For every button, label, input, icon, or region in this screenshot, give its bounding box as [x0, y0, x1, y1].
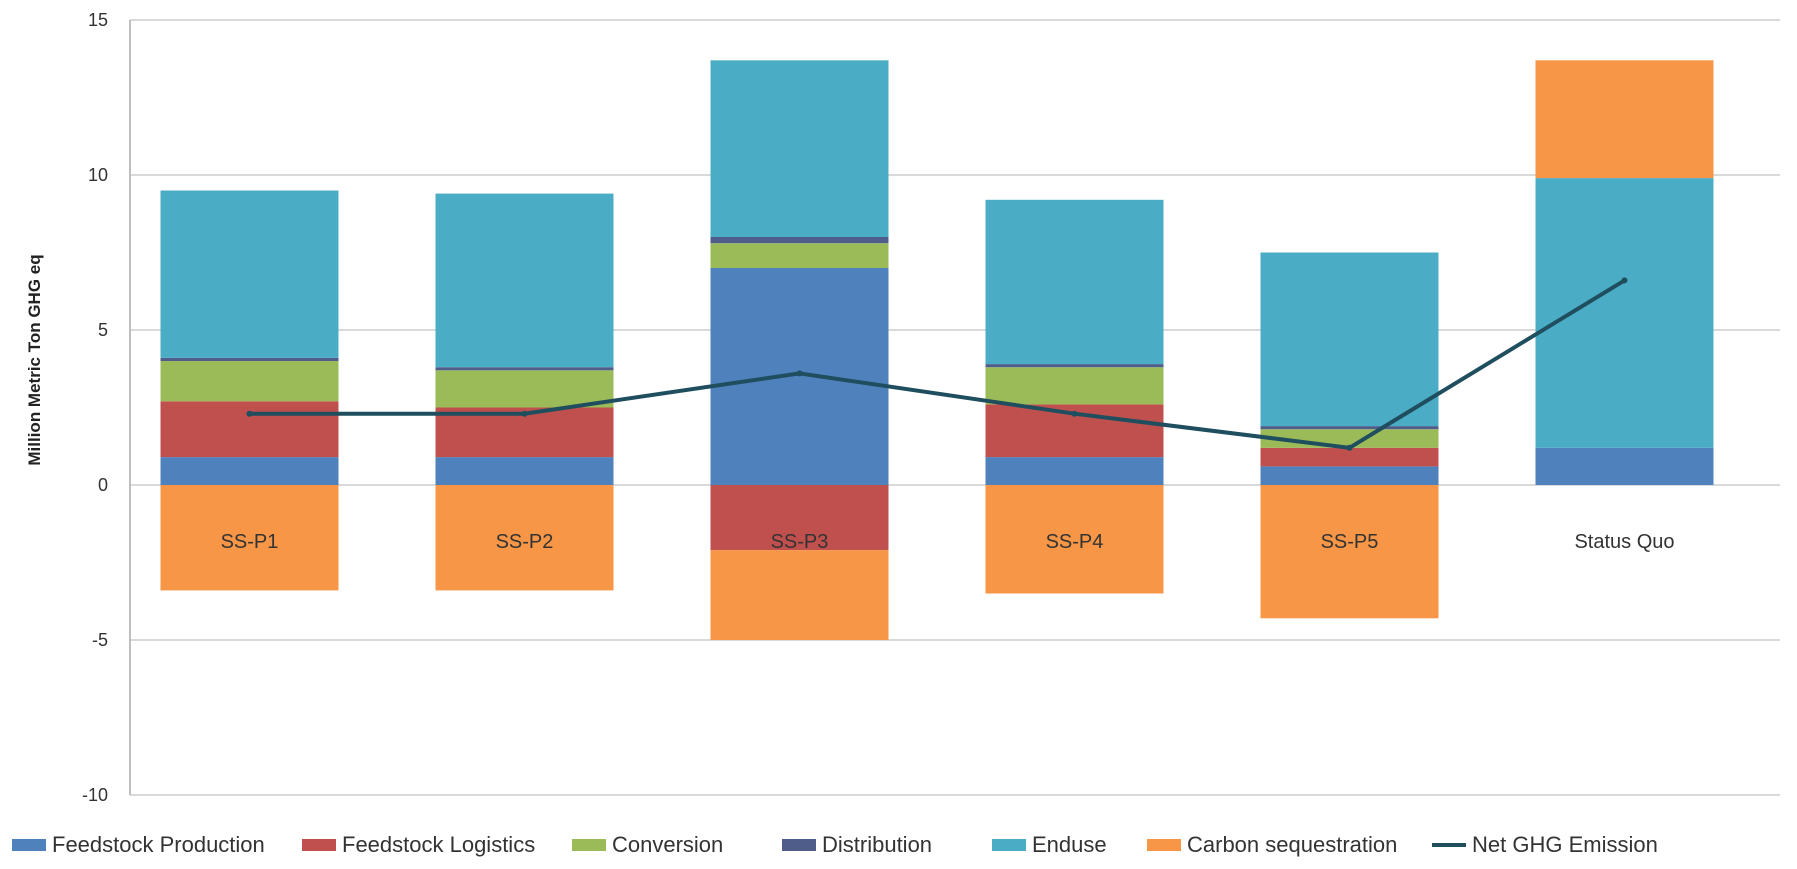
bar-segment: [160, 190, 339, 358]
net-line: [246, 277, 1628, 451]
bar-segment: [985, 367, 1164, 405]
legend-label: Feedstock Production: [52, 832, 265, 857]
bar-segment: [160, 401, 339, 458]
bar-segment: [710, 243, 889, 268]
bar-segment: [160, 457, 339, 485]
bar-segment: [435, 367, 614, 371]
bar-segment: [1260, 426, 1439, 430]
net-ghg-point: [1071, 410, 1078, 417]
bar-segment: [1260, 447, 1439, 467]
legend-swatch: [302, 839, 336, 851]
gridlines: [130, 19, 1780, 796]
legend-swatch: [572, 839, 606, 851]
net-ghg-line: [249, 278, 1626, 450]
legend-swatch: [992, 839, 1026, 851]
bar-segment: [985, 485, 1164, 594]
bar-segment: [985, 199, 1164, 365]
y-axis-title: Million Metric Ton GHG eq: [25, 254, 44, 465]
bar-segment: [1260, 466, 1439, 485]
legend-swatch: [12, 839, 46, 851]
category-label: SS-P4: [1046, 531, 1104, 553]
legend-label: Distribution: [822, 832, 932, 857]
category-label: SS-P2: [496, 531, 554, 553]
net-ghg-point: [1621, 277, 1628, 284]
bar-segment: [1535, 60, 1714, 179]
axes: 15 10 5 0 -5 -10: [82, 10, 131, 805]
bar-segment: [710, 268, 889, 485]
net-ghg-point: [1346, 444, 1353, 451]
bar-segment: [160, 361, 339, 402]
bar-segment: [985, 364, 1164, 368]
bar-segment: [710, 550, 889, 640]
bar-segment: [710, 237, 889, 244]
bar-segment: [1535, 447, 1714, 485]
bar-segment: [435, 457, 614, 485]
bar-segment: [435, 193, 614, 368]
y-tick-label: 5: [98, 320, 108, 340]
legend-label: Feedstock Logistics: [342, 832, 535, 857]
y-tick-label: -5: [92, 630, 108, 650]
bar-segment: [435, 370, 614, 408]
legend-swatch: [782, 839, 816, 851]
bar-segment: [1260, 485, 1439, 619]
category-label: SS-P1: [221, 531, 279, 553]
y-tick-label: -10: [82, 785, 108, 805]
y-tick-label: 10: [88, 165, 108, 185]
legend-label: Conversion: [612, 832, 723, 857]
legend-label: Net GHG Emission: [1472, 832, 1658, 857]
bar-segment: [160, 485, 339, 591]
net-ghg-point: [521, 410, 528, 417]
y-tick-label: 0: [98, 475, 108, 495]
bar-segment: [160, 357, 339, 361]
bar-segment: [435, 485, 614, 591]
category-label: SS-P5: [1321, 531, 1379, 553]
bar-segment: [1260, 252, 1439, 427]
y-tick-label: 15: [88, 10, 108, 30]
bar-segment: [710, 485, 889, 551]
net-ghg-point: [796, 370, 803, 377]
bar-segment: [710, 60, 889, 237]
category-label: Status Quo: [1574, 531, 1674, 553]
category-label: SS-P3: [771, 531, 829, 553]
bars: [160, 60, 1714, 640]
net-ghg-point: [246, 410, 253, 417]
bar-segment: [985, 457, 1164, 485]
legend-swatch: [1147, 839, 1181, 851]
category-labels: SS-P1 SS-P2 SS-P3 SS-P4 SS-P5 Status Quo: [221, 531, 1675, 553]
bar-segment: [1535, 178, 1714, 448]
legend-label: Carbon sequestration: [1187, 832, 1397, 857]
legend: Feedstock Production Feedstock Logistics C…: [12, 832, 1658, 857]
legend-label: Enduse: [1032, 832, 1107, 857]
